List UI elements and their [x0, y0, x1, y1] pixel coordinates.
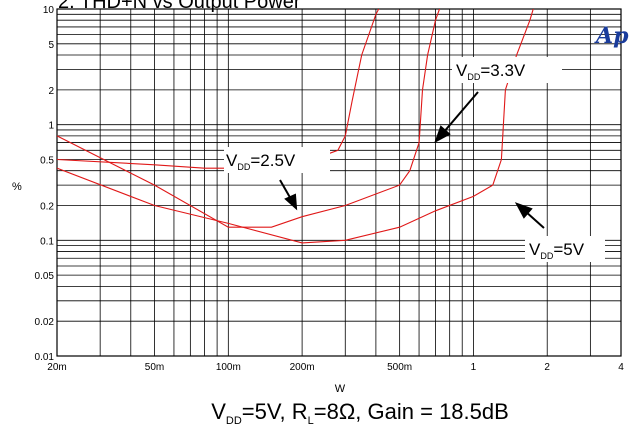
y-tick-label: 0.1 [40, 236, 54, 247]
x-axis-label: W [335, 383, 346, 395]
annotation-v: V [226, 151, 238, 170]
plot-frame [56, 8, 622, 357]
cond-sub-l: L [308, 415, 314, 427]
conditions-text: VDD=5V, RL=8Ω, Gain = 18.5dB [211, 399, 509, 427]
x-tick-labels: 20m 50m 100m 200m 500m 1 2 4 [47, 362, 624, 373]
y-tick-label: 10 [43, 5, 55, 16]
annotation-sub: DD [540, 251, 553, 261]
svg-text:VDD=2.5V: VDD=2.5V [226, 151, 296, 172]
arrow-5v [524, 210, 545, 229]
arrow-5v-head [514, 202, 533, 219]
chart-title: 2. THD+N vs Output Power [58, 0, 301, 13]
annotation-vdd-2-5v: VDD=2.5V [224, 147, 330, 173]
annotation-vdd-5v: VDD=5V [525, 236, 605, 262]
x-tick-label: 4 [618, 362, 624, 373]
series-line-2 [57, 9, 441, 228]
annotation-arrows [279, 91, 545, 229]
grid [56, 8, 622, 357]
cond-mid: =5V, R [242, 399, 308, 424]
annotation-v: V [456, 61, 468, 80]
y-axis-label: % [12, 181, 22, 193]
cond-sub-dd: DD [226, 415, 242, 427]
cond-rest: =8Ω, Gain = 18.5dB [314, 399, 509, 424]
y-tick-label: 5 [48, 40, 54, 51]
y-tick-label: 1 [48, 121, 54, 132]
arrow-2-5v-head [284, 193, 298, 211]
x-tick-label: 1 [471, 362, 477, 373]
y-tick-label: 0.5 [40, 155, 54, 166]
annotation-v: V [529, 240, 541, 259]
y-tick-label: 0.02 [35, 317, 55, 328]
annotation-sub: DD [237, 162, 250, 172]
x-tick-label: 2 [544, 362, 550, 373]
ap-logo: Ap [594, 23, 629, 49]
annotation-rest: =3.3V [480, 61, 526, 80]
x-tick-label: 500m [387, 362, 412, 373]
svg-text:VDD=5V: VDD=5V [529, 240, 585, 261]
annotation-sub: DD [467, 72, 480, 82]
x-tick-label: 20m [47, 362, 66, 373]
y-tick-label: 2 [48, 86, 54, 97]
cond-v: V [211, 399, 226, 424]
y-tick-labels: 10 5 2 1 0.5 0.2 0.1 0.05 0.02 0.01 [35, 5, 55, 363]
arrow-3-3v-head [434, 125, 451, 144]
annotation-rest: =5V [553, 240, 584, 259]
series-line-1 [57, 9, 380, 169]
svg-text:VDD=3.3V: VDD=3.3V [456, 61, 526, 82]
x-tick-label: 200m [290, 362, 315, 373]
annotation-rest: =2.5V [250, 151, 296, 170]
annotation-vdd-3-3v: VDD=3.3V [452, 57, 562, 83]
x-tick-label: 100m [216, 362, 241, 373]
y-tick-label: 0.01 [35, 352, 55, 363]
x-tick-label: 50m [145, 362, 164, 373]
y-tick-label: 0.2 [40, 202, 54, 213]
arrow-3-3v [442, 91, 479, 134]
y-tick-label: 0.05 [35, 271, 55, 282]
